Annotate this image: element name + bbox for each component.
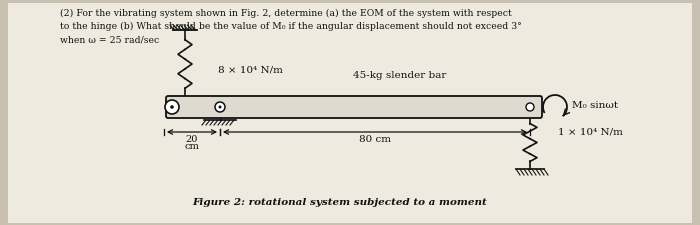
FancyBboxPatch shape — [8, 3, 692, 223]
Circle shape — [170, 105, 174, 109]
Text: Figure 2: rotational system subjected to a moment: Figure 2: rotational system subjected to… — [193, 198, 487, 207]
Text: 80 cm: 80 cm — [359, 135, 391, 144]
Text: 1 × 10⁴ N/m: 1 × 10⁴ N/m — [558, 128, 623, 137]
Circle shape — [215, 102, 225, 112]
Circle shape — [526, 103, 534, 111]
Text: 45-kg slender bar: 45-kg slender bar — [354, 71, 447, 80]
FancyBboxPatch shape — [166, 96, 542, 118]
Text: cm: cm — [185, 142, 200, 151]
Text: M₀ sinωt: M₀ sinωt — [572, 101, 618, 110]
Text: 20: 20 — [186, 135, 198, 144]
Text: (2) For the vibrating system shown in Fig. 2, determine (a) the EOM of the syste: (2) For the vibrating system shown in Fi… — [60, 9, 522, 44]
Circle shape — [218, 106, 221, 108]
Circle shape — [165, 100, 179, 114]
Text: 8 × 10⁴ N/m: 8 × 10⁴ N/m — [218, 65, 283, 74]
